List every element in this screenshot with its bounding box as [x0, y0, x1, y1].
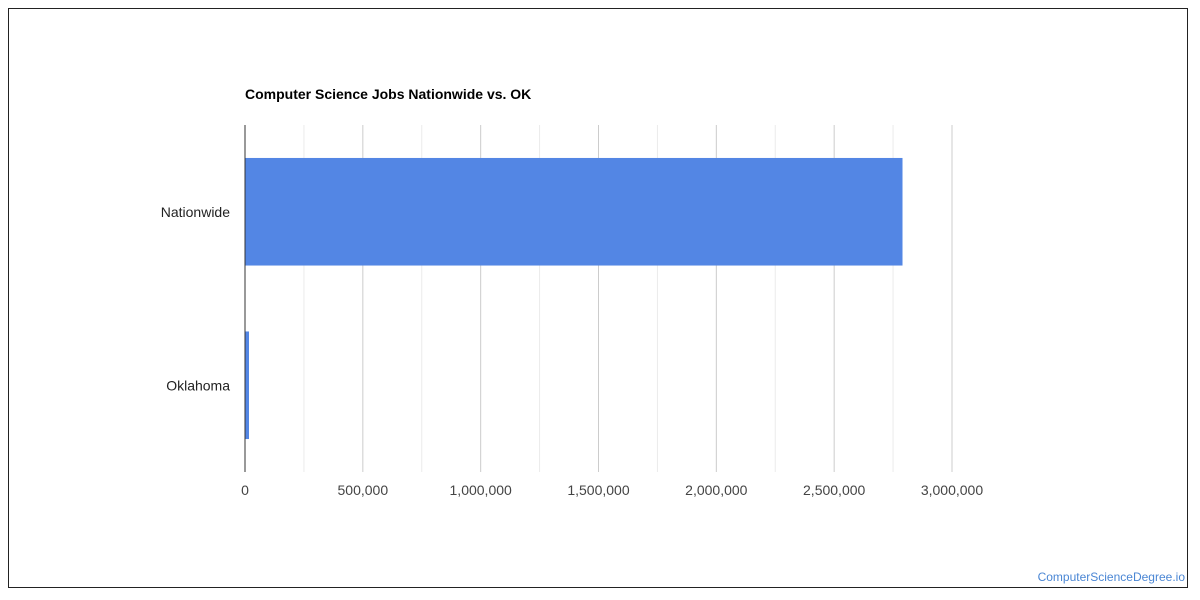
labels: 0 500,000 1,000,000 1,500,000 2,000,000 2,500… — [161, 204, 984, 498]
x-tick-label: 0 — [241, 482, 249, 498]
x-tick-label: 2,500,000 — [803, 482, 865, 498]
category-label: Oklahoma — [166, 377, 230, 393]
bars — [245, 157, 903, 440]
x-tick-label: 500,000 — [338, 482, 389, 498]
x-tick-label: 1,000,000 — [450, 482, 512, 498]
site-watermark[interactable]: ComputerScienceDegree.io — [1037, 570, 1185, 584]
bar-nationwide — [245, 157, 903, 266]
x-tick-label: 2,000,000 — [685, 482, 747, 498]
x-tick-label: 1,500,000 — [567, 482, 629, 498]
category-label: Nationwide — [161, 204, 230, 220]
x-tick-label: 3,000,000 — [921, 482, 983, 498]
chart-title: Computer Science Jobs Nationwide vs. OK — [245, 86, 531, 102]
bar-oklahoma — [245, 331, 250, 440]
